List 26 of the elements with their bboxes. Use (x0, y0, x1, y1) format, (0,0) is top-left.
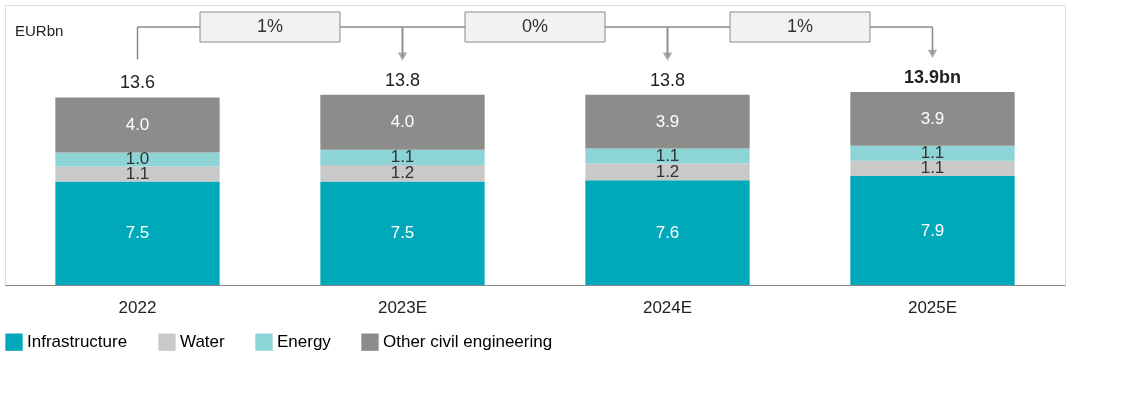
data-label: 3.9 (655, 111, 680, 131)
text: 0% (521, 16, 549, 36)
x-tick-label: 2022 (118, 297, 157, 317)
data-label: 3.9 (920, 108, 945, 128)
legend-label: Other civil engineering (383, 332, 553, 352)
x-tick-label: 2024E (642, 297, 693, 317)
total-label: 13.6 (119, 72, 156, 93)
data-label: 4.0 (125, 115, 150, 134)
data-label: 7.9 (920, 220, 945, 240)
data-label: 4.0 (390, 112, 415, 132)
text: 1% (256, 16, 284, 36)
legend-label: Energy (277, 332, 332, 352)
legend-label: Water (180, 332, 226, 352)
data-label: 7.5 (390, 223, 415, 243)
data-label: 7.6 (655, 222, 680, 242)
y-axis-title: EURbn (15, 22, 64, 39)
total-label: 13.8 (649, 69, 686, 90)
text: 1% (786, 16, 814, 36)
total-label: 13.8 (384, 69, 421, 90)
data-label: 1.1 (125, 163, 150, 183)
data-label: 1.1 (920, 158, 945, 178)
legend-label: Infrastructure (27, 332, 128, 352)
x-tick-label: 2023E (377, 297, 428, 317)
data-label: 7.5 (125, 223, 150, 243)
total-label: 13.9bn (903, 66, 962, 87)
x-tick-label: 2025E (907, 297, 958, 317)
